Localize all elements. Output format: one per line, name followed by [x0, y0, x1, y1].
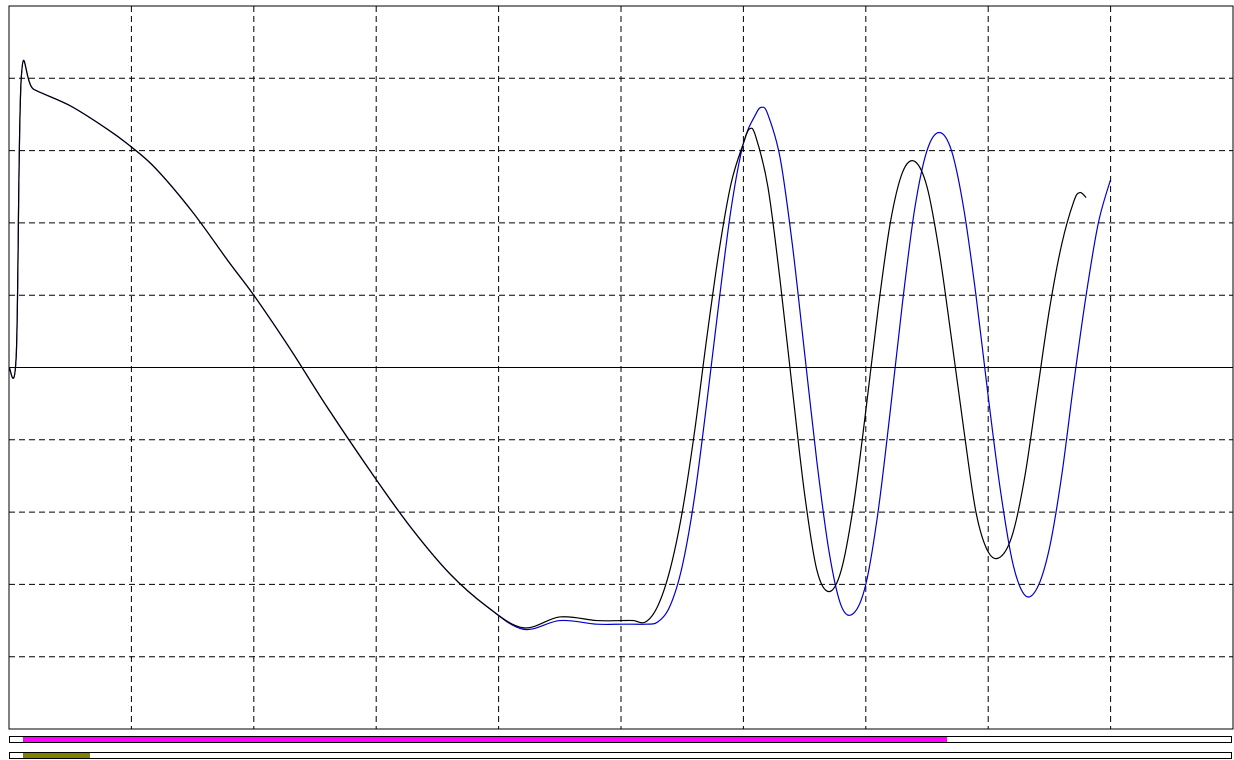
magenta-indicator-track: [9, 736, 1232, 743]
olive-indicator-fill: [23, 753, 90, 758]
magenta-indicator-fill: [23, 737, 947, 742]
series-line-black: [8, 59, 1087, 629]
olive-indicator-track: [9, 752, 1232, 759]
